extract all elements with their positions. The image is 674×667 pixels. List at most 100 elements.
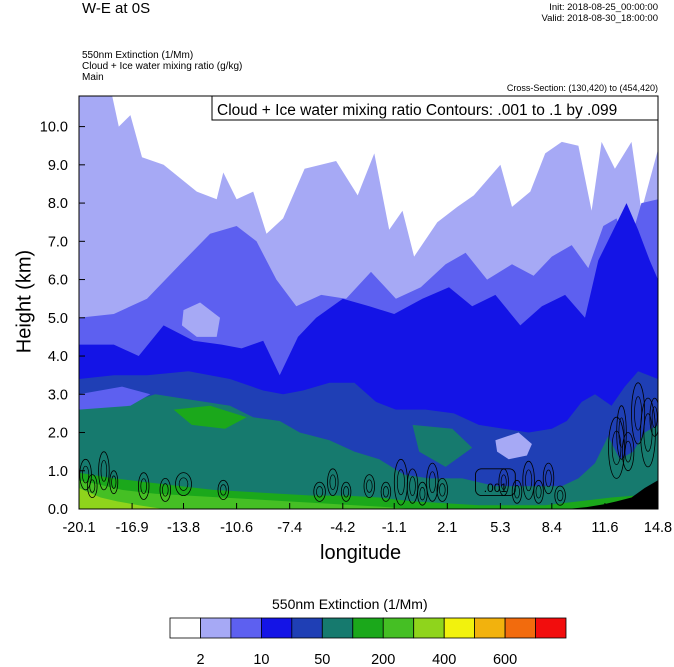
cloud-contour xyxy=(621,432,635,472)
cloud-contour xyxy=(340,481,352,502)
extinction-patch-green xyxy=(173,405,247,429)
cloud-contour-inner xyxy=(624,440,632,463)
extinction-field xyxy=(79,96,658,509)
colorbar: 2 10 50 200 400 600 xyxy=(169,617,567,667)
colorbar-swatch xyxy=(413,617,445,639)
x-tick-label: -13.8 xyxy=(167,520,200,536)
colorbar-swatch xyxy=(443,617,476,639)
colorbar-swatch xyxy=(474,617,506,639)
colorbar-swatch xyxy=(291,617,323,639)
cloud-contour xyxy=(406,468,419,504)
colorbar-swatch xyxy=(230,617,262,639)
cloud-contour-inner xyxy=(89,479,96,493)
extinction-band-400 xyxy=(79,488,658,509)
y-tick-label: 10.0 xyxy=(40,120,68,136)
init-time: Init: 2018-08-25_00:00:00 xyxy=(549,2,658,13)
valid-time: Valid: 2018-08-30_18:00:00 xyxy=(541,13,658,24)
cloud-contour xyxy=(417,481,428,506)
colorbar-swatch xyxy=(321,617,354,639)
y-axis: 0.0 1.0 2.0 3.0 4.0 5.0 6.0 7.0 8.0 9.0 10.0 xyxy=(40,120,85,518)
y-tick-label: 4.0 xyxy=(48,349,68,365)
cloud-contour-inner xyxy=(178,477,189,491)
extinction-patch-lower xyxy=(495,432,532,460)
colorbar-title: 550nm Extinction (1/Mm) xyxy=(272,596,428,612)
cloud-contour-inner xyxy=(162,483,169,497)
contour-info-box: Cloud + Ice water mixing ratio Contours:… xyxy=(211,95,659,121)
x-tick-label: -16.9 xyxy=(116,520,149,536)
cloud-contour xyxy=(98,451,110,491)
mixing-ratio-contours: .001 xyxy=(79,382,658,506)
colorbar-swatch xyxy=(535,617,567,639)
cloud-contour-inner xyxy=(419,487,426,501)
field-extinction-label: 550nm Extinction (1/Mm) xyxy=(82,50,194,61)
field-mixing-ratio-label: Cloud + Ice water mixing ratio (g/kg) xyxy=(82,61,243,72)
cloud-contour-inner xyxy=(100,459,108,482)
cloud-contour-inner xyxy=(545,469,552,488)
y-tick-label: 6.0 xyxy=(48,273,68,289)
y-tick-label: 8.0 xyxy=(48,196,68,212)
y-tick-label: 5.0 xyxy=(48,311,68,327)
cloud-contour xyxy=(631,382,646,445)
y-tick-label: 1.0 xyxy=(48,464,68,480)
colorbar-swatch xyxy=(169,617,201,639)
cloud-contour xyxy=(640,397,656,468)
x-tick-label: 2.1 xyxy=(437,520,457,536)
y-tick-label: 7.0 xyxy=(48,234,68,250)
cloud-contour-inner xyxy=(366,479,373,493)
cloud-contour-inner xyxy=(428,471,436,494)
extinction-patch-west xyxy=(79,386,151,410)
x-tick-label: 14.8 xyxy=(644,520,672,536)
x-tick-label: -1.1 xyxy=(382,520,407,536)
colorbar-label: 50 xyxy=(314,652,330,667)
cloud-contour xyxy=(109,470,119,495)
cloud-contour-inner xyxy=(556,489,564,502)
x-tick-label: -7.4 xyxy=(277,520,302,536)
cloud-contour-inner xyxy=(396,469,405,496)
cloud-contour-inner xyxy=(651,406,658,429)
x-tick-label: -10.6 xyxy=(220,520,253,536)
y-tick-label: 2.0 xyxy=(48,426,68,442)
cloud-contour xyxy=(313,481,326,502)
colorbar-label: 2 xyxy=(196,652,204,667)
cloud-contour xyxy=(217,479,230,500)
contour-label: .001 xyxy=(484,481,508,495)
cloud-contour-inner xyxy=(525,469,533,492)
field-main-label: Main xyxy=(82,72,104,83)
cloud-contour xyxy=(511,479,523,504)
cloud-contour-inner xyxy=(618,417,625,448)
cloud-contour xyxy=(327,468,339,497)
cloud-contour-inner xyxy=(82,465,90,484)
colorbar-swatch xyxy=(504,617,537,639)
extinction-patch-upper xyxy=(181,302,220,337)
cloud-contour xyxy=(159,477,172,502)
colorbar-swatch xyxy=(382,617,415,639)
y-tick-label: 0.0 xyxy=(48,502,68,518)
y-tick-label: 3.0 xyxy=(48,387,68,403)
extinction-patch-teal xyxy=(412,424,473,467)
cloud-contour xyxy=(175,472,192,497)
extinction-band-300 xyxy=(79,480,658,509)
cloud-contour-inner xyxy=(514,485,520,499)
contour-info-text: Cloud + Ice water mixing ratio Contours:… xyxy=(217,102,617,119)
cloud-contour xyxy=(649,397,658,437)
x-tick-label: 5.3 xyxy=(490,520,510,536)
cloud-contour-inner xyxy=(500,474,507,490)
cross-section-label: Cross-Section: (130,420) to (454,420) xyxy=(506,83,658,93)
colorbar-label: 200 xyxy=(371,652,395,667)
x-tick-label: -4.2 xyxy=(330,520,355,536)
colorbar-label: 600 xyxy=(493,652,517,667)
cloud-contour xyxy=(363,474,376,499)
x-tick-label: 11.6 xyxy=(591,520,618,536)
cloud-contour xyxy=(542,462,555,495)
colorbar-swatch xyxy=(352,617,384,639)
colorbar-label: 10 xyxy=(253,652,269,667)
cloud-contour xyxy=(533,479,544,504)
cloud-contour-inner xyxy=(111,475,117,489)
cloud-contour-inner xyxy=(140,478,147,494)
cloud-contour-inner xyxy=(382,486,389,498)
cloud-contour xyxy=(554,485,566,506)
cloud-contour xyxy=(137,472,150,500)
y-tick-label: 9.0 xyxy=(48,158,68,174)
cloud-contour xyxy=(436,477,449,502)
